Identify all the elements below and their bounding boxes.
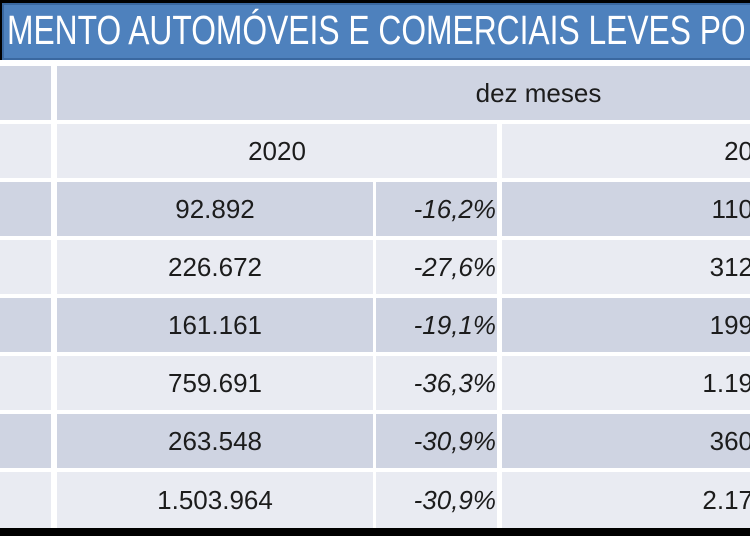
value-2020-cell: 759.691 — [57, 356, 373, 410]
table-row: 161.161 -19,1% 199 — [0, 298, 750, 352]
variation-pct-cell: -16,2% — [376, 182, 497, 236]
period-header-cell: dez meses — [57, 66, 750, 120]
label-column-header-cell — [0, 66, 51, 120]
variation-pct-cell: -27,6% — [376, 240, 497, 294]
year-2020-header-cell: 2020 — [57, 124, 497, 178]
value-2020-cell: 92.892 — [57, 182, 373, 236]
table-row: 759.691 -36,3% 1.19 — [0, 356, 750, 410]
data-table: dez meses 2020 20 92.892 -16,2% 110 226.… — [0, 66, 750, 528]
variation-pct-cell: -30,9% — [376, 472, 497, 528]
label-column-header-cell — [0, 124, 51, 178]
table-header-row-years: 2020 20 — [0, 124, 750, 178]
value-2020-cell: 161.161 — [57, 298, 373, 352]
table-row: 226.672 -27,6% 312 — [0, 240, 750, 294]
value-2019-cell: 199 — [502, 298, 750, 352]
table-row-total: 1.503.964 -30,9% 2.17 — [0, 472, 750, 528]
value-2020-cell: 226.672 — [57, 240, 373, 294]
table-header-row-period: dez meses — [0, 66, 750, 120]
variation-pct-cell: -30,9% — [376, 414, 497, 468]
value-2019-cell: 1.19 — [502, 356, 750, 410]
table-row: 263.548 -30,9% 360 — [0, 414, 750, 468]
title-bar: MENTO AUTOMÓVEIS E COMERCIAIS LEVES PO — [2, 3, 750, 60]
segment-label-cell — [0, 472, 51, 528]
value-2019-cell: 360 — [502, 414, 750, 468]
segment-label-cell — [0, 298, 51, 352]
slide-frame-top — [0, 0, 750, 3]
segment-label-cell — [0, 240, 51, 294]
slide-frame-left — [0, 3, 2, 60]
variation-pct-cell: -19,1% — [376, 298, 497, 352]
table-row: 92.892 -16,2% 110 — [0, 182, 750, 236]
value-2019-cell: 312 — [502, 240, 750, 294]
segment-label-cell — [0, 414, 51, 468]
value-2019-cell: 110 — [502, 182, 750, 236]
segment-label-cell — [0, 182, 51, 236]
value-2020-cell: 1.503.964 — [57, 472, 373, 528]
segment-label-cell — [0, 356, 51, 410]
value-2020-cell: 263.548 — [57, 414, 373, 468]
slide-frame-bottom — [0, 528, 750, 536]
value-2019-cell: 2.17 — [502, 472, 750, 528]
slide-title: MENTO AUTOMÓVEIS E COMERCIAIS LEVES PO — [7, 7, 746, 53]
year-2019-header-cell: 20 — [502, 124, 750, 178]
variation-pct-cell: -36,3% — [376, 356, 497, 410]
